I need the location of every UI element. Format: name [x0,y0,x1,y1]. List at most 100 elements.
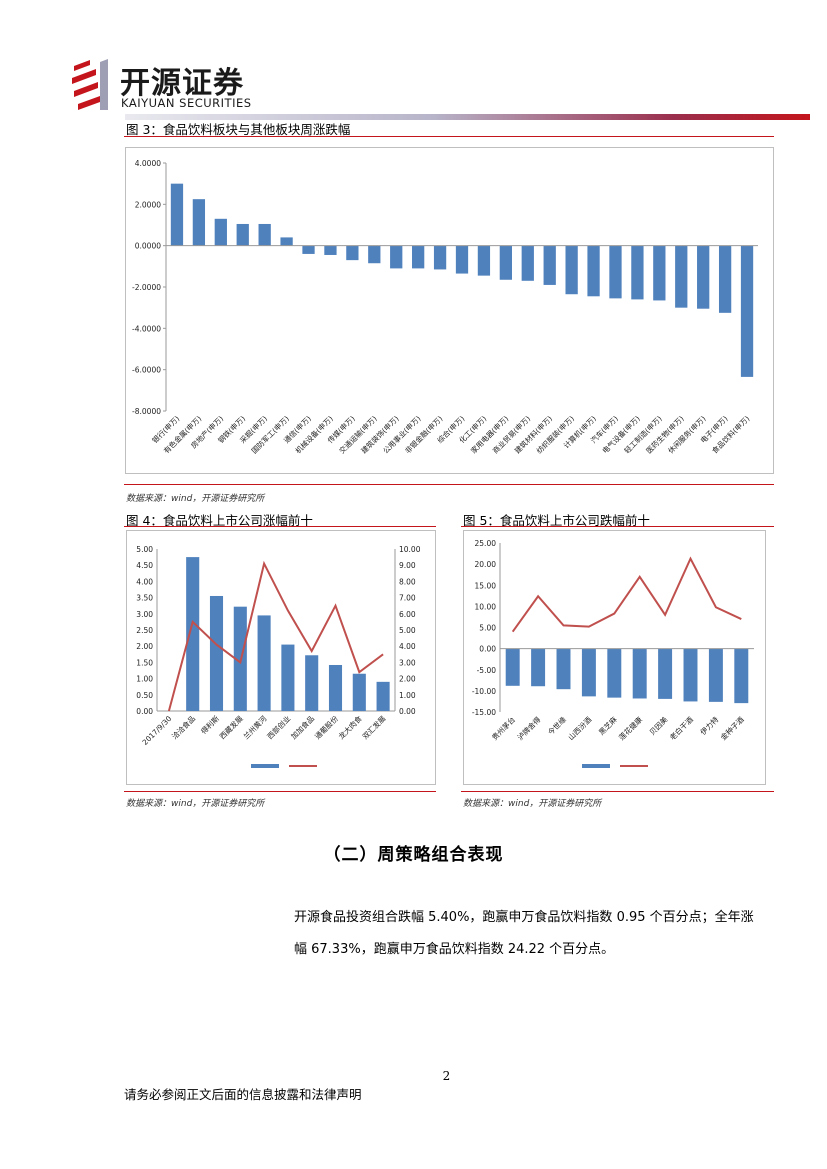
figure4-chart-svg: 5.00 4.50 4.00 3.50 3.00 2.50 2.00 1.50 1.00 0.50… [136,545,421,768]
bar [346,245,359,261]
y-tick-label: -10.00 [472,687,496,696]
figure5-chart: 25.00 20.00 15.00 10.00 5.00 0.00 -5.00 -10.00 -… [463,530,766,785]
y-tick-label: 5.00 [479,624,496,633]
bar [740,245,754,377]
x-tick-label: 贝因美 [648,715,670,737]
y-tick-label: -6.0000 [132,366,161,375]
bar [718,245,732,313]
left-y-tick-label: 5.00 [136,545,153,554]
bar [708,648,723,702]
bar [236,223,249,246]
bar [258,223,271,246]
left-y-tick-label: 1.50 [136,658,153,667]
figure5-title: 图 5：食品饮料上市公司跌幅前十 [463,513,650,528]
y-tick-label: -8.0000 [132,407,161,416]
x-tick-label: 通葡股份 [313,714,340,741]
bar [376,681,390,711]
right-y-tick-label: 3.00 [399,658,416,667]
left-y-tick-label: 3.00 [136,610,153,619]
bar [170,183,184,246]
left-y-tick-label: 4.00 [136,577,153,586]
y-tick-label: 0.00 [479,645,496,654]
right-y-tick-label: 0.00 [399,707,416,716]
bar [455,245,469,274]
x-tick-label: 黑芝麻 [597,715,619,737]
right-y-tick-label: 4.00 [399,642,416,651]
figure4-title: 图 4：食品饮料上市公司涨幅前十 [126,513,313,528]
y-tick-label: -5.00 [477,666,497,675]
x-tick-label: 莲花健康 [617,715,644,742]
right-y-tick-label: 9.00 [399,561,416,570]
bar [368,245,381,264]
y-tick-label: 15.00 [475,581,497,590]
paragraph-line: 幅 67.33%，跑赢申万食品饮料指数 24.22 个百分点。 [294,942,615,957]
section-heading: （二）周策略组合表现 [323,845,504,865]
x-tick-label: 老白干酒 [668,715,695,742]
x-tick-label: 加加食品 [289,714,316,741]
bar [543,245,556,285]
x-tick-label: 双汇发展 [361,714,388,741]
figure4-chart: 5.00 4.50 4.00 3.50 3.00 2.50 2.00 1.50 1.00 0.50… [126,530,436,785]
page-number: 2 [442,1069,451,1083]
figure5-title-rule [461,526,774,527]
line-series [167,560,384,712]
y-tick-label: 10.00 [475,602,497,611]
x-tick-label: 洽洽食品 [170,714,197,741]
figure5-bottom-rule [461,791,774,792]
bar [257,615,271,711]
bar [531,648,546,687]
bar [505,648,520,686]
brand-name-cn: 开源证券 [120,66,244,101]
figure3-bottom-rule [124,484,774,485]
figure4-source: 数据来源：wind，开源证券研究所 [126,799,265,809]
bar [280,237,293,246]
bar [675,245,688,308]
right-y-tick-label: 8.00 [399,577,416,586]
figure3-title-rule [124,136,774,137]
figure5-source: 数据来源：wind，开源证券研究所 [463,799,602,809]
right-y-tick-label: 10.00 [399,545,421,554]
x-tick-label: 得利斯 [199,714,221,736]
right-y-tick-label: 2.00 [399,675,416,684]
x-tick-label: 今世缘 [546,715,568,737]
footer-disclaimer: 请务必参阅正文后面的信息披露和法律声明 [124,1087,362,1102]
bar [352,673,366,711]
section-paragraph: 开源食品投资组合跌幅 5.40%，跑赢申万食品饮料指数 0.95 个百分点；全年… [294,902,774,966]
left-y-tick-label: 4.50 [136,561,153,570]
bar [631,245,644,300]
y-tick-label: 25.00 [475,539,497,548]
left-y-tick-label: 2.00 [136,642,153,651]
right-y-tick-label: 6.00 [399,610,416,619]
bar [587,245,600,297]
bar [328,664,343,711]
bar [214,218,227,246]
y-tick-label: 20.00 [475,560,497,569]
x-tick-label: 泸牌舍得 [516,715,543,742]
right-y-tick-label: 5.00 [399,626,416,635]
figure3-chart-svg: 4.0000 2.0000 0.0000 -2.0000 -4.0000 -6.0000 -… [132,159,758,455]
bar [556,648,571,690]
bar [390,245,403,269]
x-tick-label: 2017/9/30 [140,714,173,747]
bar [499,245,512,280]
brand-name-en: KAIYUAN SECURITIES [121,96,252,110]
figure3-source: 数据来源：wind，开源证券研究所 [126,494,265,504]
bar [281,644,295,711]
bar [209,595,224,711]
y-tick-label: 0.0000 [135,242,161,251]
left-y-tick-label: 2.50 [136,626,153,635]
x-tick-label: 西藏发展 [218,714,245,741]
left-y-tick-label: 3.50 [136,594,153,603]
header-gradient-bar [125,114,810,120]
bar [734,648,749,704]
bar [521,245,534,281]
left-y-tick-label: 0.00 [136,707,153,716]
paragraph-line: 开源食品投资组合跌幅 5.40%，跑赢申万食品饮料指数 0.95 个百分点；全年… [294,910,754,925]
y-tick-label: -15.00 [472,708,496,717]
x-tick-label: 兰州黄河 [242,714,269,741]
bar [477,245,491,276]
x-tick-label: 龙大肉食 [337,714,364,741]
legend-bar-swatch [251,764,279,768]
bar [305,655,319,711]
bar [186,557,200,711]
